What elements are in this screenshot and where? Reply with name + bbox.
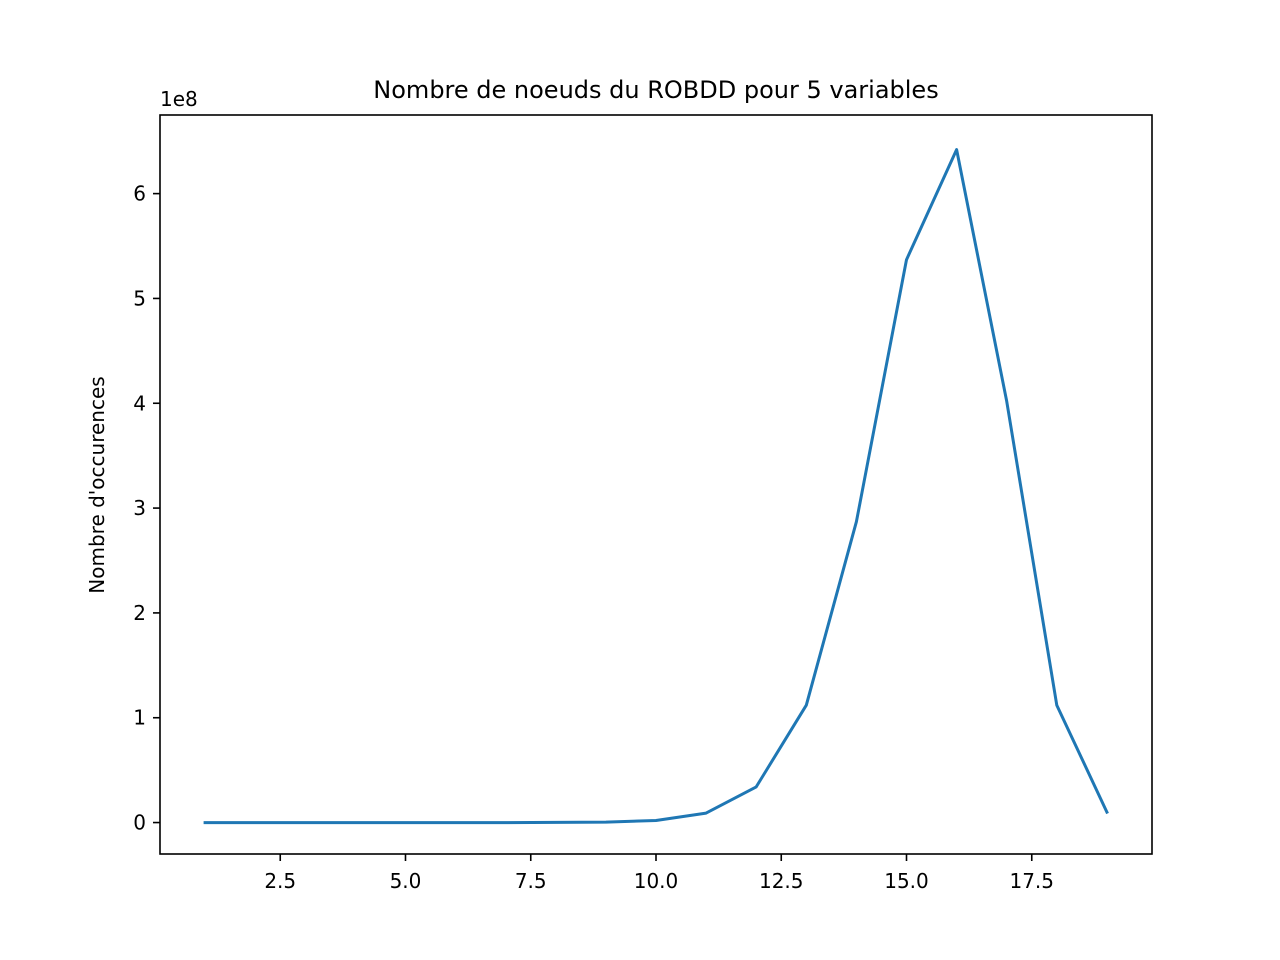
- x-tick-label: 15.0: [884, 869, 929, 893]
- y-axis-ticks: 0 1 2 3 4 5 6: [133, 182, 160, 835]
- y-axis-label: Nombre d'occurences: [85, 376, 109, 593]
- x-tick-label: 7.5: [515, 869, 547, 893]
- y-tick-label: 1: [133, 706, 146, 730]
- y-tick-label: 2: [133, 601, 146, 625]
- x-tick-label: 10.0: [634, 869, 679, 893]
- y-tick-label: 6: [133, 182, 146, 206]
- y-tick-label: 5: [133, 286, 146, 310]
- y-tick-label: 0: [133, 811, 146, 835]
- x-axis-ticks: 2.5 5.0 7.5 10.0 12.5 15.0 17.5: [264, 854, 1054, 893]
- plot-frame: [159, 114, 1153, 855]
- y-offset-label: 1e8: [160, 87, 198, 111]
- x-tick-label: 17.5: [1009, 869, 1054, 893]
- y-tick-label: 3: [133, 496, 146, 520]
- series-line: [203, 148, 1109, 825]
- x-tick-label: 5.0: [390, 869, 422, 893]
- y-tick-label: 4: [133, 391, 146, 415]
- x-tick-label: 2.5: [264, 869, 296, 893]
- x-tick-label: 12.5: [759, 869, 804, 893]
- chart-title: Nombre de noeuds du ROBDD pour 5 variabl…: [373, 76, 938, 104]
